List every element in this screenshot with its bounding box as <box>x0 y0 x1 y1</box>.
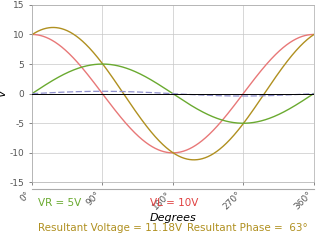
Text: VR = 5V: VR = 5V <box>38 198 81 208</box>
Text: Resultant Voltage = 11.18V: Resultant Voltage = 11.18V <box>38 223 182 233</box>
X-axis label: Degrees: Degrees <box>149 213 196 223</box>
Text: VL = 10V: VL = 10V <box>150 198 199 208</box>
Text: Resultant Phase =  63°: Resultant Phase = 63° <box>187 223 308 233</box>
Y-axis label: V: V <box>0 90 7 97</box>
